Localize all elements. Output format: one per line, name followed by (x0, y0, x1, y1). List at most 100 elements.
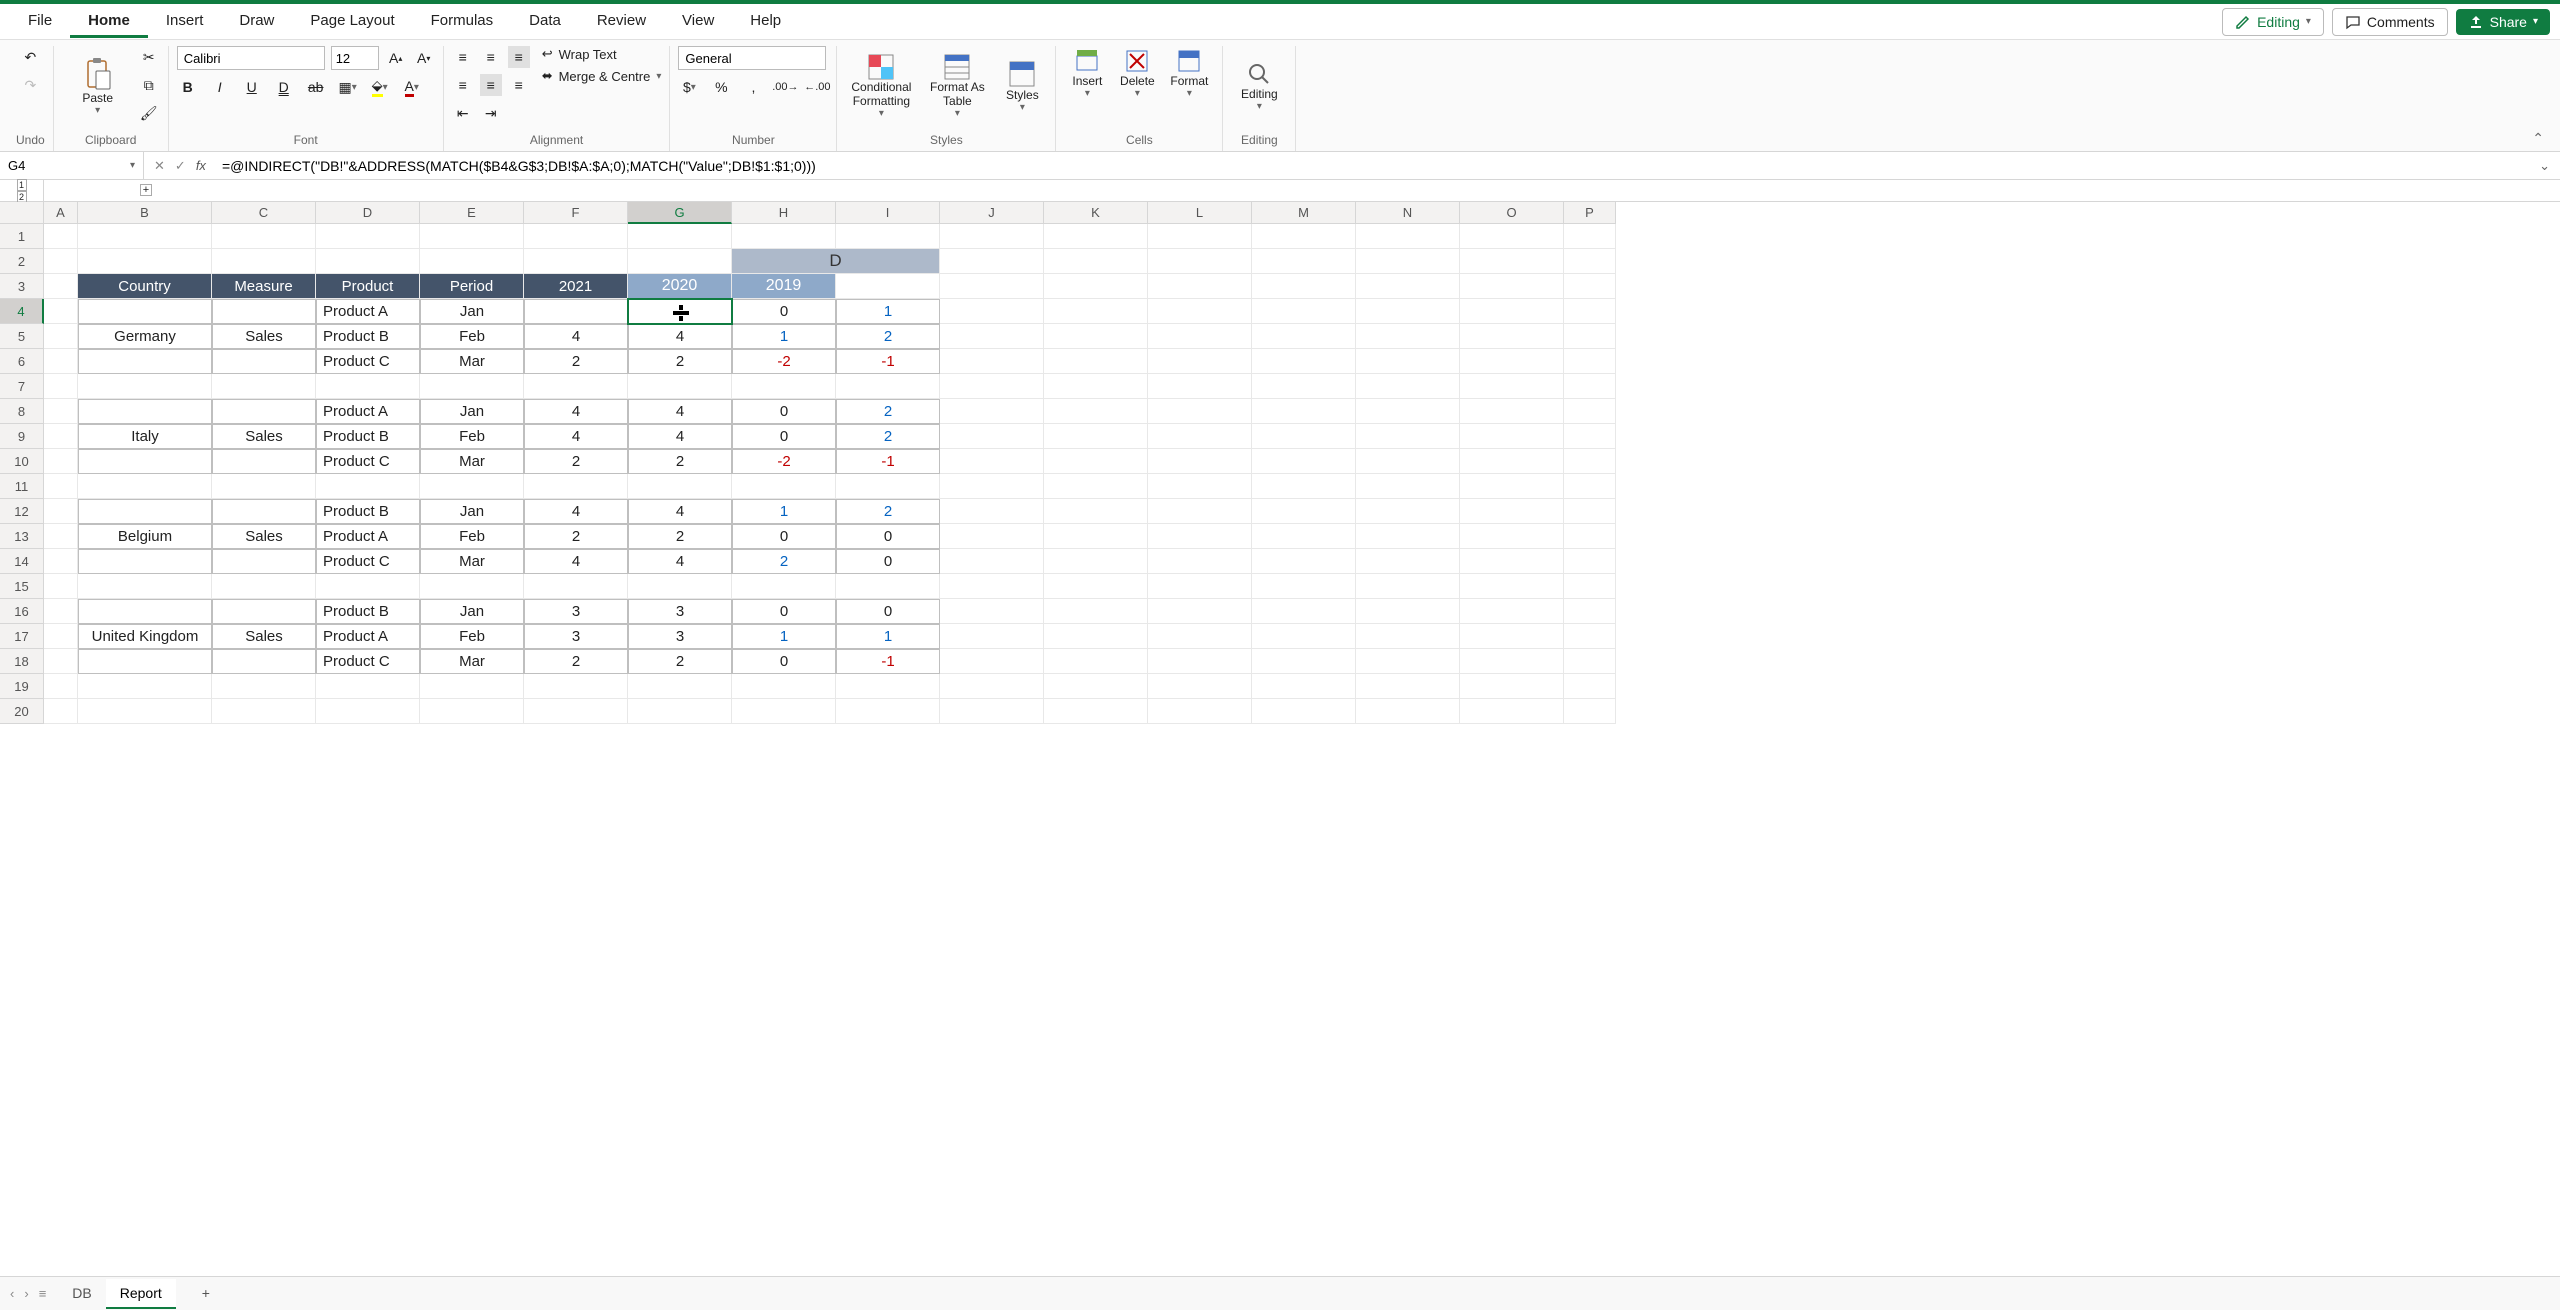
cell-P20[interactable] (1564, 699, 1616, 724)
font-name-select[interactable] (177, 46, 325, 70)
outline-expand-button[interactable]: + (140, 184, 152, 196)
cut-button[interactable]: ✂ (138, 46, 160, 68)
cell-H16[interactable]: 0 (732, 599, 836, 624)
sheet-tab-db[interactable]: DB (58, 1279, 105, 1309)
cell-M7[interactable] (1252, 374, 1356, 399)
cell-D1[interactable] (316, 224, 420, 249)
cell-styles-button[interactable]: Styles▾ (997, 46, 1047, 126)
percent-button[interactable]: % (710, 76, 732, 98)
currency-button[interactable]: $▾ (678, 76, 700, 98)
cell-D7[interactable] (316, 374, 420, 399)
cell-K17[interactable] (1044, 624, 1148, 649)
cell-L18[interactable] (1148, 649, 1252, 674)
cell-O5[interactable] (1460, 324, 1564, 349)
cell-M5[interactable] (1252, 324, 1356, 349)
cell-C6[interactable] (212, 349, 316, 374)
cell-C1[interactable] (212, 224, 316, 249)
cell-B1[interactable] (78, 224, 212, 249)
cell-H18[interactable]: 0 (732, 649, 836, 674)
cell-B8[interactable] (78, 399, 212, 424)
delete-cells-button[interactable]: Delete▾ (1114, 46, 1160, 101)
cell-G7[interactable] (628, 374, 732, 399)
cell-O11[interactable] (1460, 474, 1564, 499)
cell-H1[interactable] (732, 224, 836, 249)
cell-P16[interactable] (1564, 599, 1616, 624)
cell-L19[interactable] (1148, 674, 1252, 699)
cell-M17[interactable] (1252, 624, 1356, 649)
cell-N13[interactable] (1356, 524, 1460, 549)
cell-L2[interactable] (1148, 249, 1252, 274)
cell-P19[interactable] (1564, 674, 1616, 699)
cell-K7[interactable] (1044, 374, 1148, 399)
row-header-3[interactable]: 3 (0, 274, 44, 299)
cell-A2[interactable] (44, 249, 78, 274)
cell-L15[interactable] (1148, 574, 1252, 599)
cell-H2[interactable]: D (732, 249, 940, 274)
cell-E13[interactable]: Feb (420, 524, 524, 549)
cell-L9[interactable] (1148, 424, 1252, 449)
cell-J3[interactable] (940, 274, 1044, 299)
increase-decimal-button[interactable]: .00→ (774, 76, 796, 98)
cell-F17[interactable]: 3 (524, 624, 628, 649)
col-header-P[interactable]: P (1564, 202, 1616, 224)
cell-D20[interactable] (316, 699, 420, 724)
cell-H14[interactable]: 2 (732, 549, 836, 574)
cell-D3[interactable]: Product (316, 274, 420, 299)
cell-E14[interactable]: Mar (420, 549, 524, 574)
mode-editing-button[interactable]: Editing ▾ (2222, 8, 2324, 36)
cell-D17[interactable]: Product A (316, 624, 420, 649)
cell-O9[interactable] (1460, 424, 1564, 449)
sheet-prev-button[interactable]: ‹ (10, 1286, 14, 1301)
col-header-B[interactable]: B (78, 202, 212, 224)
cell-H4[interactable]: 0 (732, 299, 836, 324)
col-header-J[interactable]: J (940, 202, 1044, 224)
row-header-17[interactable]: 17 (0, 624, 44, 649)
cell-F12[interactable]: 4 (524, 499, 628, 524)
undo-button[interactable]: ↶ (19, 46, 41, 68)
sheet-tab-report[interactable]: Report (106, 1279, 176, 1309)
cell-O10[interactable] (1460, 449, 1564, 474)
cell-O12[interactable] (1460, 499, 1564, 524)
cell-H13[interactable]: 0 (732, 524, 836, 549)
cell-J18[interactable] (940, 649, 1044, 674)
col-header-K[interactable]: K (1044, 202, 1148, 224)
name-box[interactable]: ▾ (0, 152, 144, 179)
cell-A9[interactable] (44, 424, 78, 449)
editing-find-button[interactable]: Editing▾ (1231, 46, 1287, 126)
add-sheet-button[interactable]: + (188, 1279, 224, 1309)
cell-B6[interactable] (78, 349, 212, 374)
cell-H12[interactable]: 1 (732, 499, 836, 524)
cell-N6[interactable] (1356, 349, 1460, 374)
cell-J13[interactable] (940, 524, 1044, 549)
row-header-9[interactable]: 9 (0, 424, 44, 449)
align-center-button[interactable]: ≡ (480, 74, 502, 96)
row-header-16[interactable]: 16 (0, 599, 44, 624)
row-header-19[interactable]: 19 (0, 674, 44, 699)
cell-P2[interactable] (1564, 249, 1616, 274)
cell-I13[interactable]: 0 (836, 524, 940, 549)
cell-B5[interactable]: Germany (78, 324, 212, 349)
cell-E11[interactable] (420, 474, 524, 499)
cell-K1[interactable] (1044, 224, 1148, 249)
cell-L17[interactable] (1148, 624, 1252, 649)
cell-H8[interactable]: 0 (732, 399, 836, 424)
cell-I19[interactable] (836, 674, 940, 699)
align-middle-button[interactable]: ≡ (480, 46, 502, 68)
cell-I8[interactable]: 2 (836, 399, 940, 424)
cell-I16[interactable]: 0 (836, 599, 940, 624)
cell-C2[interactable] (212, 249, 316, 274)
cell-O17[interactable] (1460, 624, 1564, 649)
font-color-button[interactable]: A▾ (401, 76, 423, 98)
cell-N12[interactable] (1356, 499, 1460, 524)
cell-I20[interactable] (836, 699, 940, 724)
cell-O19[interactable] (1460, 674, 1564, 699)
shrink-font-button[interactable]: A▾ (413, 47, 435, 69)
row-header-5[interactable]: 5 (0, 324, 44, 349)
cell-A4[interactable] (44, 299, 78, 324)
underline-button[interactable]: U (241, 76, 263, 98)
cell-P6[interactable] (1564, 349, 1616, 374)
cell-P1[interactable] (1564, 224, 1616, 249)
cell-M18[interactable] (1252, 649, 1356, 674)
cell-D5[interactable]: Product B (316, 324, 420, 349)
cell-B12[interactable] (78, 499, 212, 524)
